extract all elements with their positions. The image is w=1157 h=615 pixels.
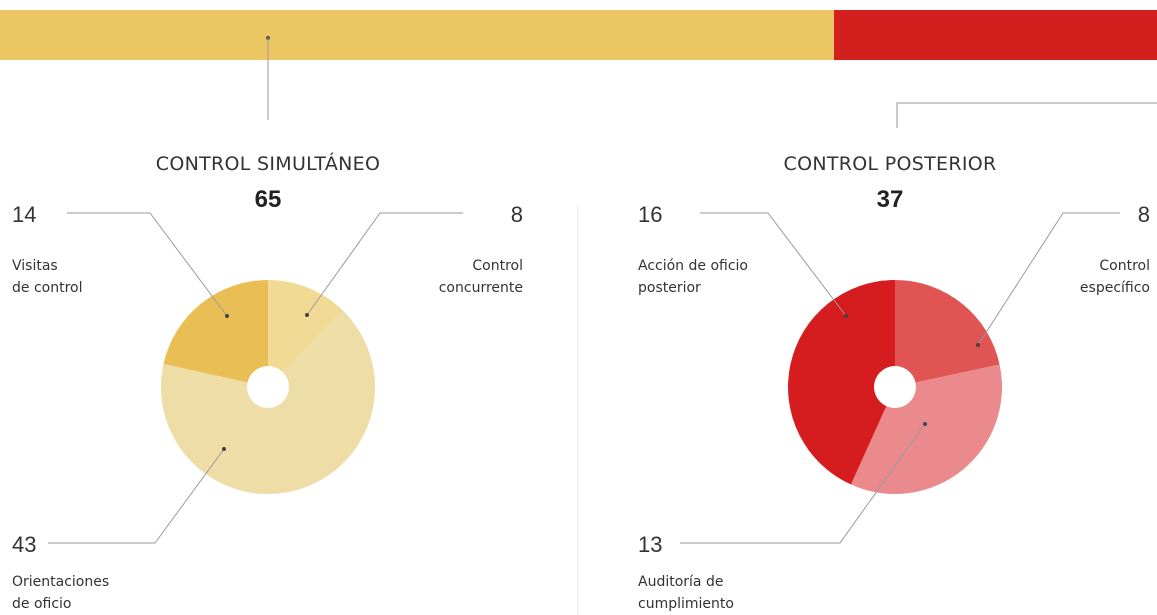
label-auditoria-line1: Auditoría de <box>638 574 723 590</box>
number-concurrente: 8 <box>511 202 523 227</box>
label-orientaciones-line1: Orientaciones <box>12 574 109 590</box>
label-especifico-line2: específico <box>1080 280 1150 296</box>
label-especifico-line1: Control <box>1099 258 1150 274</box>
label-accion-line2: posterior <box>638 280 701 296</box>
leader-line-concurrente <box>306 212 463 316</box>
pointer-dot-visitas <box>225 314 229 318</box>
slice-auditoria-de-cumplimiento <box>850 364 1003 494</box>
posterior-donut <box>788 279 1003 494</box>
posterior-top-bar <box>834 10 1157 60</box>
slice-accion-de-oficio-posterior <box>788 280 895 485</box>
leader-line-accion <box>700 212 847 317</box>
slice-visitas-de-control <box>163 279 268 387</box>
leader-line-auditoria <box>680 423 926 544</box>
label-accion-line1: Acción de oficio <box>638 258 748 274</box>
donut-hole <box>874 366 916 408</box>
label-orientaciones-line2: de oficio <box>12 596 72 612</box>
slice-control-concurrente <box>268 280 343 387</box>
number-accion: 16 <box>638 202 662 227</box>
number-orientaciones: 43 <box>12 532 36 557</box>
simultaneo-donut <box>160 279 375 494</box>
pointer-dot-orientaciones <box>222 447 226 451</box>
leader-line-visitas <box>67 212 228 317</box>
slice-control-especifico <box>895 279 1000 387</box>
label-concurrente-line2: concurrente <box>439 280 523 296</box>
simultaneo-top-bar <box>0 10 834 60</box>
leader-line-orientaciones <box>48 448 225 544</box>
simultaneo-total: 65 <box>255 186 282 213</box>
posterior-total: 37 <box>877 186 904 213</box>
number-visitas: 14 <box>12 202 36 227</box>
label-concurrente-line1: Control <box>472 258 523 274</box>
number-especifico: 8 <box>1138 202 1150 227</box>
leader-line-especifico <box>977 212 1120 346</box>
donut-hole <box>247 366 289 408</box>
pointer-dot-concurrente <box>305 313 309 317</box>
label-visitas-line2: de control <box>12 280 82 296</box>
label-auditoria-line2: cumplimiento <box>638 596 734 612</box>
posterior-title: CONTROL POSTERIOR <box>784 153 997 175</box>
pointer-dot-auditoria <box>923 422 927 426</box>
label-visitas-line1: Visitas <box>12 258 58 274</box>
simultaneo-title: CONTROL SIMULTÁNEO <box>156 152 380 175</box>
number-auditoria: 13 <box>638 532 662 557</box>
pointer-dot-especifico <box>976 343 980 347</box>
pointer-dot-accion <box>844 314 848 318</box>
posterior-connector-line <box>896 102 1157 128</box>
